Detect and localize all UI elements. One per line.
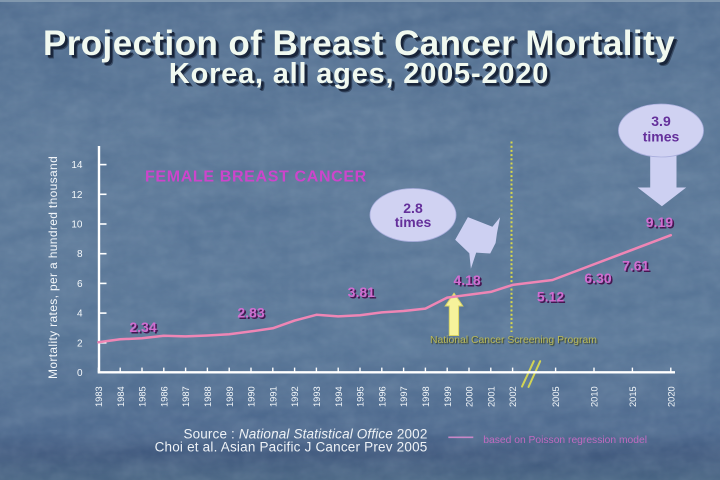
svg-text:7.61: 7.61 [624, 259, 651, 275]
svg-text:2020: 2020 [666, 386, 676, 407]
svg-text:1990: 1990 [247, 386, 257, 407]
svg-text:1985: 1985 [138, 386, 148, 407]
svg-text:Korea, all ages, 2005-2020: Korea, all ages, 2005-2020 [172, 62, 552, 94]
svg-text:1999: 1999 [443, 386, 453, 407]
svg-text:3.81: 3.81 [349, 286, 376, 302]
svg-text:Projection of Breast Cancer Mo: Projection of Breast Cancer Mortality [46, 28, 678, 67]
svg-text:2002: 2002 [508, 386, 518, 407]
svg-text:times: times [395, 214, 432, 230]
svg-text:2000: 2000 [465, 386, 475, 407]
svg-text:Projection of Breast Cancer Mo: Projection of Breast Cancer Mortality [43, 24, 675, 63]
svg-text:5.12: 5.12 [538, 290, 565, 306]
svg-text:1988: 1988 [203, 386, 213, 407]
svg-text:1984: 1984 [116, 386, 126, 407]
svg-text:12: 12 [71, 190, 83, 201]
svg-text:9.19: 9.19 [647, 216, 674, 232]
svg-text:2.83: 2.83 [237, 305, 264, 321]
svg-text:Source : National Statistical: Source : National Statistical Office 200… [183, 427, 427, 442]
svg-text:2.8: 2.8 [403, 200, 423, 216]
svg-text:Korea, all ages, 2005-2020: Korea, all ages, 2005-2020 [169, 58, 549, 90]
svg-text:Choi et al. Asian Pacific J Ca: Choi et al. Asian Pacific J Cancer Prev … [155, 440, 428, 455]
svg-text:based on Poisson regression mo: based on Poisson regression model [483, 435, 647, 446]
svg-text:14: 14 [71, 160, 83, 171]
svg-text:1994: 1994 [334, 386, 344, 407]
svg-text:4: 4 [77, 309, 83, 320]
svg-text:2005: 2005 [551, 386, 561, 407]
svg-text:1997: 1997 [399, 386, 409, 407]
svg-text:0: 0 [77, 368, 83, 379]
svg-text:Mortality rates, per a hundr: Mortality rates, per a hundred thousand [46, 156, 60, 379]
svg-text:1983: 1983 [94, 386, 104, 407]
svg-text:2.34: 2.34 [131, 321, 158, 337]
svg-text:1998: 1998 [421, 386, 431, 407]
svg-text:2010: 2010 [590, 386, 600, 407]
svg-text:7.61: 7.61 [622, 258, 649, 274]
svg-text:2015: 2015 [628, 386, 638, 407]
svg-text:FEMALE BREAST CANCER: FEMALE BREAST CANCER [145, 169, 367, 186]
svg-text:1992: 1992 [290, 386, 300, 407]
svg-text:2.34: 2.34 [129, 319, 156, 335]
svg-text:1996: 1996 [377, 386, 387, 407]
svg-text:2.83: 2.83 [239, 306, 266, 322]
svg-text:6.30: 6.30 [586, 272, 613, 288]
svg-text:8: 8 [77, 249, 83, 260]
svg-text:6: 6 [77, 279, 83, 290]
svg-text:1993: 1993 [312, 386, 322, 407]
svg-text:1995: 1995 [356, 386, 366, 407]
svg-text:5.12: 5.12 [537, 289, 564, 305]
svg-text:Projection of Breast Cancer Mo: Projection of Breast Cancer Mortality [45, 27, 677, 66]
svg-text:3.9: 3.9 [651, 113, 671, 129]
svg-text:National Cancer Screening Prog: National Cancer Screening Program [430, 335, 597, 346]
svg-text:4.18: 4.18 [455, 274, 482, 290]
svg-text:3.81: 3.81 [348, 284, 375, 300]
svg-text:4.18: 4.18 [453, 272, 480, 288]
svg-text:6.30: 6.30 [584, 270, 611, 286]
svg-text:Korea, all ages, 2005-2020: Korea, all ages, 2005-2020 [171, 61, 551, 93]
svg-text:1991: 1991 [268, 386, 278, 407]
svg-text:1989: 1989 [225, 386, 235, 407]
svg-text:10: 10 [71, 220, 83, 231]
svg-text:1987: 1987 [181, 386, 191, 407]
svg-text:times: times [643, 129, 680, 145]
svg-text:1986: 1986 [159, 386, 169, 407]
svg-text:2: 2 [77, 338, 83, 349]
svg-text:9.19: 9.19 [646, 214, 673, 230]
svg-text:2001: 2001 [486, 386, 496, 407]
